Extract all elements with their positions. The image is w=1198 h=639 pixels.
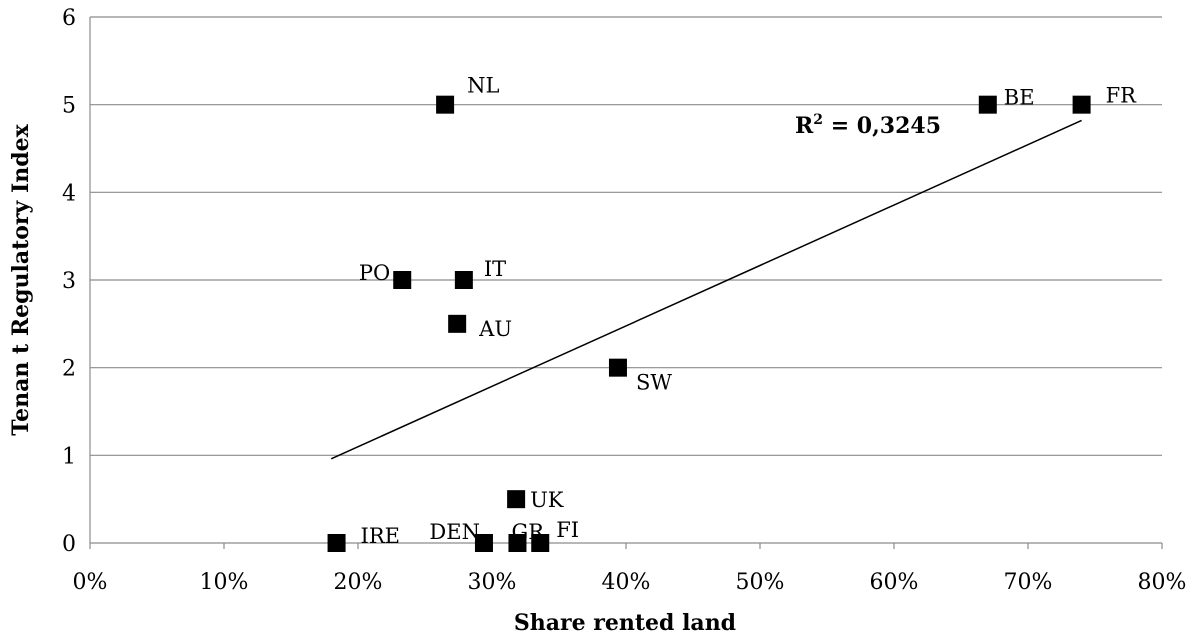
data-points	[327, 95, 1091, 552]
y-axis-title: Tenan t Regulatory Index	[8, 123, 34, 435]
gridlines	[89, 16, 1162, 544]
y-tick-label: 2	[62, 357, 76, 382]
data-point-nl	[436, 95, 455, 114]
x-tick-label: 60%	[870, 570, 919, 595]
r-squared-superscript: 2	[813, 112, 823, 128]
point-label-uk: UK	[530, 488, 564, 512]
x-axis-ticks: 0% 10% 20% 30% 40% 50% 60% 70% 80%	[73, 543, 1187, 595]
data-point-fr	[1072, 95, 1091, 114]
data-point-au	[448, 314, 467, 333]
x-tick-label: 40%	[602, 570, 651, 595]
y-tick-label: 5	[62, 94, 76, 119]
data-point-it	[454, 271, 473, 289]
y-tick-label: 6	[62, 6, 76, 31]
point-label-nl: NL	[467, 74, 499, 98]
data-point-fi	[531, 534, 550, 552]
x-tick-label: 20%	[334, 570, 383, 595]
x-tick-label: 0%	[73, 570, 108, 595]
r-squared-label: R2 = 0,3245	[795, 112, 941, 139]
x-axis-title: Share rented land	[514, 610, 736, 636]
trendline	[330, 119, 1082, 460]
r-squared-value: = 0,3245	[823, 113, 941, 139]
point-label-it: IT	[484, 257, 506, 281]
x-tick-label: 10%	[200, 570, 249, 595]
data-point-sw	[608, 358, 627, 377]
y-tick-label: 1	[62, 444, 76, 469]
data-point-po	[393, 271, 412, 289]
point-label-gr: GR	[511, 520, 545, 544]
x-tick-label: 30%	[468, 570, 517, 595]
point-label-sw: SW	[636, 371, 672, 395]
data-point-den	[474, 534, 493, 552]
y-tick-label: 4	[62, 181, 76, 206]
data-point-uk	[507, 490, 526, 509]
x-tick-label: 70%	[1004, 570, 1053, 595]
data-point-ire	[327, 534, 346, 552]
point-label-fi: FI	[556, 518, 579, 542]
x-tick-label: 80%	[1138, 570, 1187, 595]
point-label-ire: IRE	[361, 524, 400, 548]
point-label-po: PO	[359, 261, 390, 285]
r-squared-prefix: R	[795, 113, 814, 139]
data-point-be	[978, 95, 997, 114]
point-label-fr: FR	[1106, 84, 1138, 108]
y-axis-ticks: 0 1 2 3 4 5 6	[62, 6, 76, 557]
y-tick-label: 0	[62, 532, 76, 557]
x-tick-label: 50%	[736, 570, 785, 595]
data-point-gr	[508, 534, 527, 552]
point-label-den: DEN	[429, 520, 480, 544]
point-labels: NL BE FR PO IT AU SW UK IRE DEN GR FI	[359, 74, 1137, 548]
y-tick-label: 3	[62, 269, 76, 294]
point-label-be: BE	[1004, 86, 1035, 110]
point-label-au: AU	[478, 317, 512, 341]
